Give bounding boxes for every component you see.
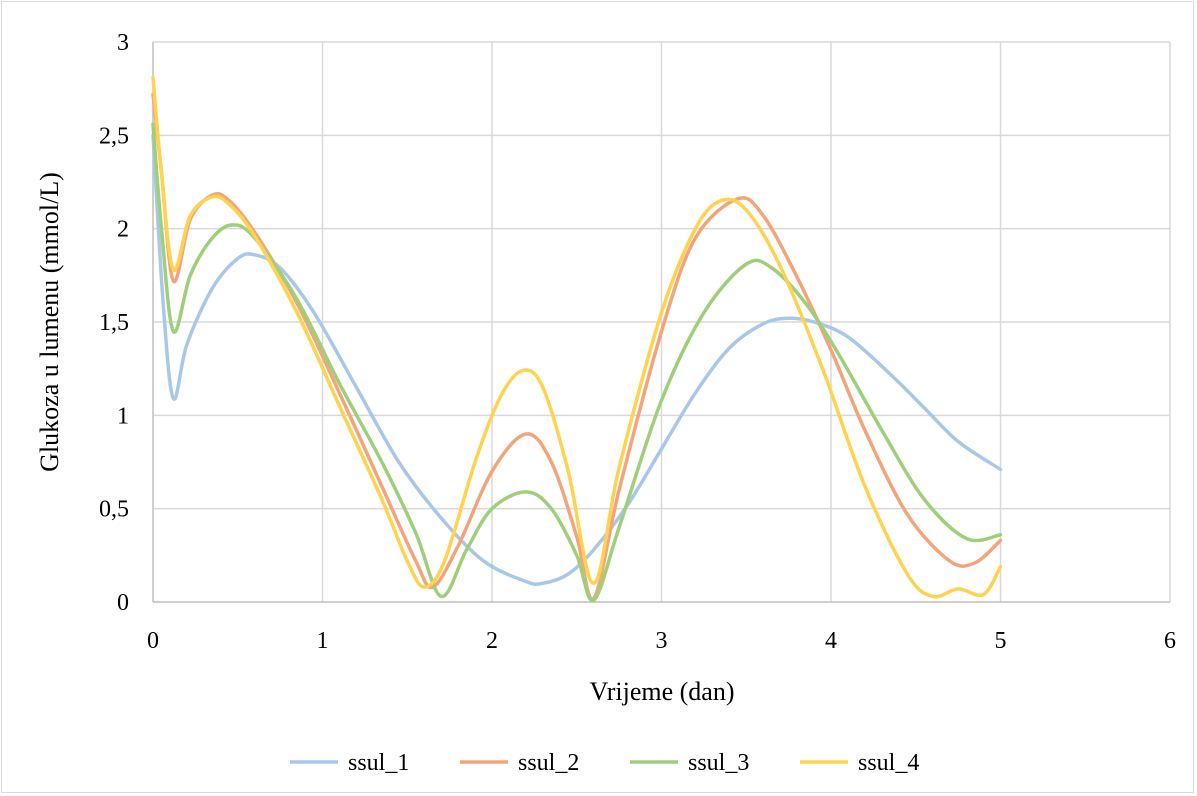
legend: ssul_1 ssul_2 ssul_3 ssul_4 bbox=[290, 750, 919, 776]
y-tick-label: 1,5 bbox=[99, 310, 129, 336]
y-tick-label: 3 bbox=[117, 30, 129, 56]
x-axis-title: Vrijeme (dan) bbox=[590, 677, 735, 706]
series-line-ssul_1 bbox=[151, 133, 1003, 587]
y-tick-label: 0 bbox=[117, 590, 129, 616]
x-tick-label: 1 bbox=[317, 628, 329, 654]
y-tick-label: 1 bbox=[117, 403, 129, 429]
legend-label-ssul_4: ssul_4 bbox=[858, 750, 919, 776]
series-line-ssul_4 bbox=[151, 75, 1003, 599]
series-line-ssul_2 bbox=[151, 92, 1003, 601]
x-tick-label: 6 bbox=[1164, 628, 1176, 654]
legend-label-ssul_3: ssul_3 bbox=[688, 750, 749, 776]
x-tick-label: 2 bbox=[486, 628, 498, 654]
series-line-ssul_3 bbox=[151, 122, 1003, 602]
tick-labels: 0 0,5 1 1,5 2 2,5 3 0 1 2 3 4 5 6 bbox=[99, 30, 1176, 654]
y-tick-label: 2,5 bbox=[99, 123, 129, 149]
legend-label-ssul_1: ssul_1 bbox=[348, 750, 409, 776]
x-tick-label: 4 bbox=[825, 628, 837, 654]
y-tick-label: 0,5 bbox=[99, 497, 129, 523]
y-tick-label: 2 bbox=[117, 217, 129, 243]
x-tick-label: 0 bbox=[147, 628, 159, 654]
series-lines bbox=[151, 75, 1003, 602]
x-tick-label: 5 bbox=[995, 628, 1007, 654]
legend-label-ssul_2: ssul_2 bbox=[518, 750, 579, 776]
x-tick-label: 3 bbox=[656, 628, 668, 654]
y-axis-title: Glukoza u lumenu (mmol/L) bbox=[35, 172, 64, 472]
gridlines bbox=[153, 41, 1171, 602]
